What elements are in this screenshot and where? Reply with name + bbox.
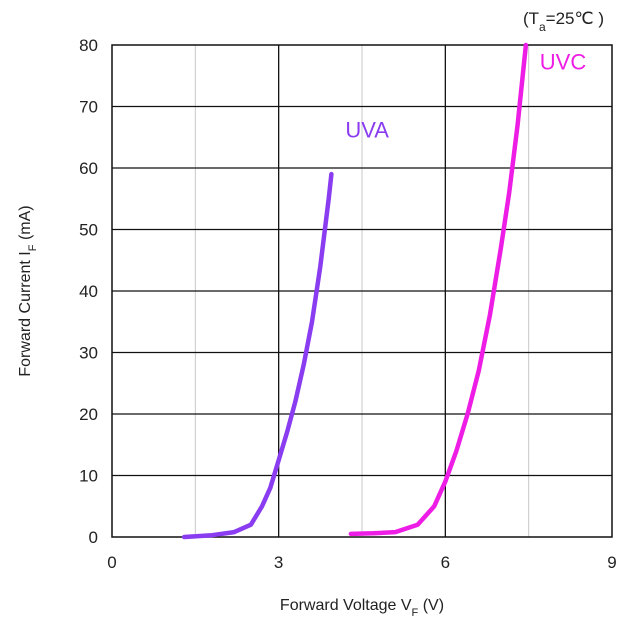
y-tick-label: 0 [89, 528, 98, 547]
x-tick-label: 9 [607, 553, 616, 572]
x-tick-label: 6 [441, 553, 450, 572]
plot-area-frame [111, 44, 613, 538]
series-label-uva: UVA [345, 117, 389, 142]
y-tick-label: 50 [79, 221, 98, 240]
axis-ticks: 0 10 20 30 40 50 60 70 80 0 3 6 9 [79, 36, 617, 572]
x-tick-label: 3 [274, 553, 283, 572]
y-tick-label: 80 [79, 36, 98, 55]
y-tick-label: 70 [79, 98, 98, 117]
x-axis-label: Forward Voltage VF (V) [280, 597, 444, 619]
series-lines: UVA UVC [181, 42, 587, 540]
y-tick-label: 10 [79, 467, 98, 486]
y-tick-label: 40 [79, 282, 98, 301]
series-line-uvc [348, 42, 529, 537]
y-tick-label: 30 [79, 344, 98, 363]
y-axis-label: Forward Current IF (mA) [17, 205, 39, 376]
y-tick-label: 60 [79, 159, 98, 178]
series-label-uvc: UVC [540, 50, 587, 75]
grid-lines [112, 45, 612, 537]
ambient-temperature-note: (Ta=25℃ ) [523, 9, 604, 34]
x-tick-label: 0 [107, 553, 116, 572]
y-tick-label: 20 [79, 405, 98, 424]
series-line-uva [181, 171, 334, 540]
